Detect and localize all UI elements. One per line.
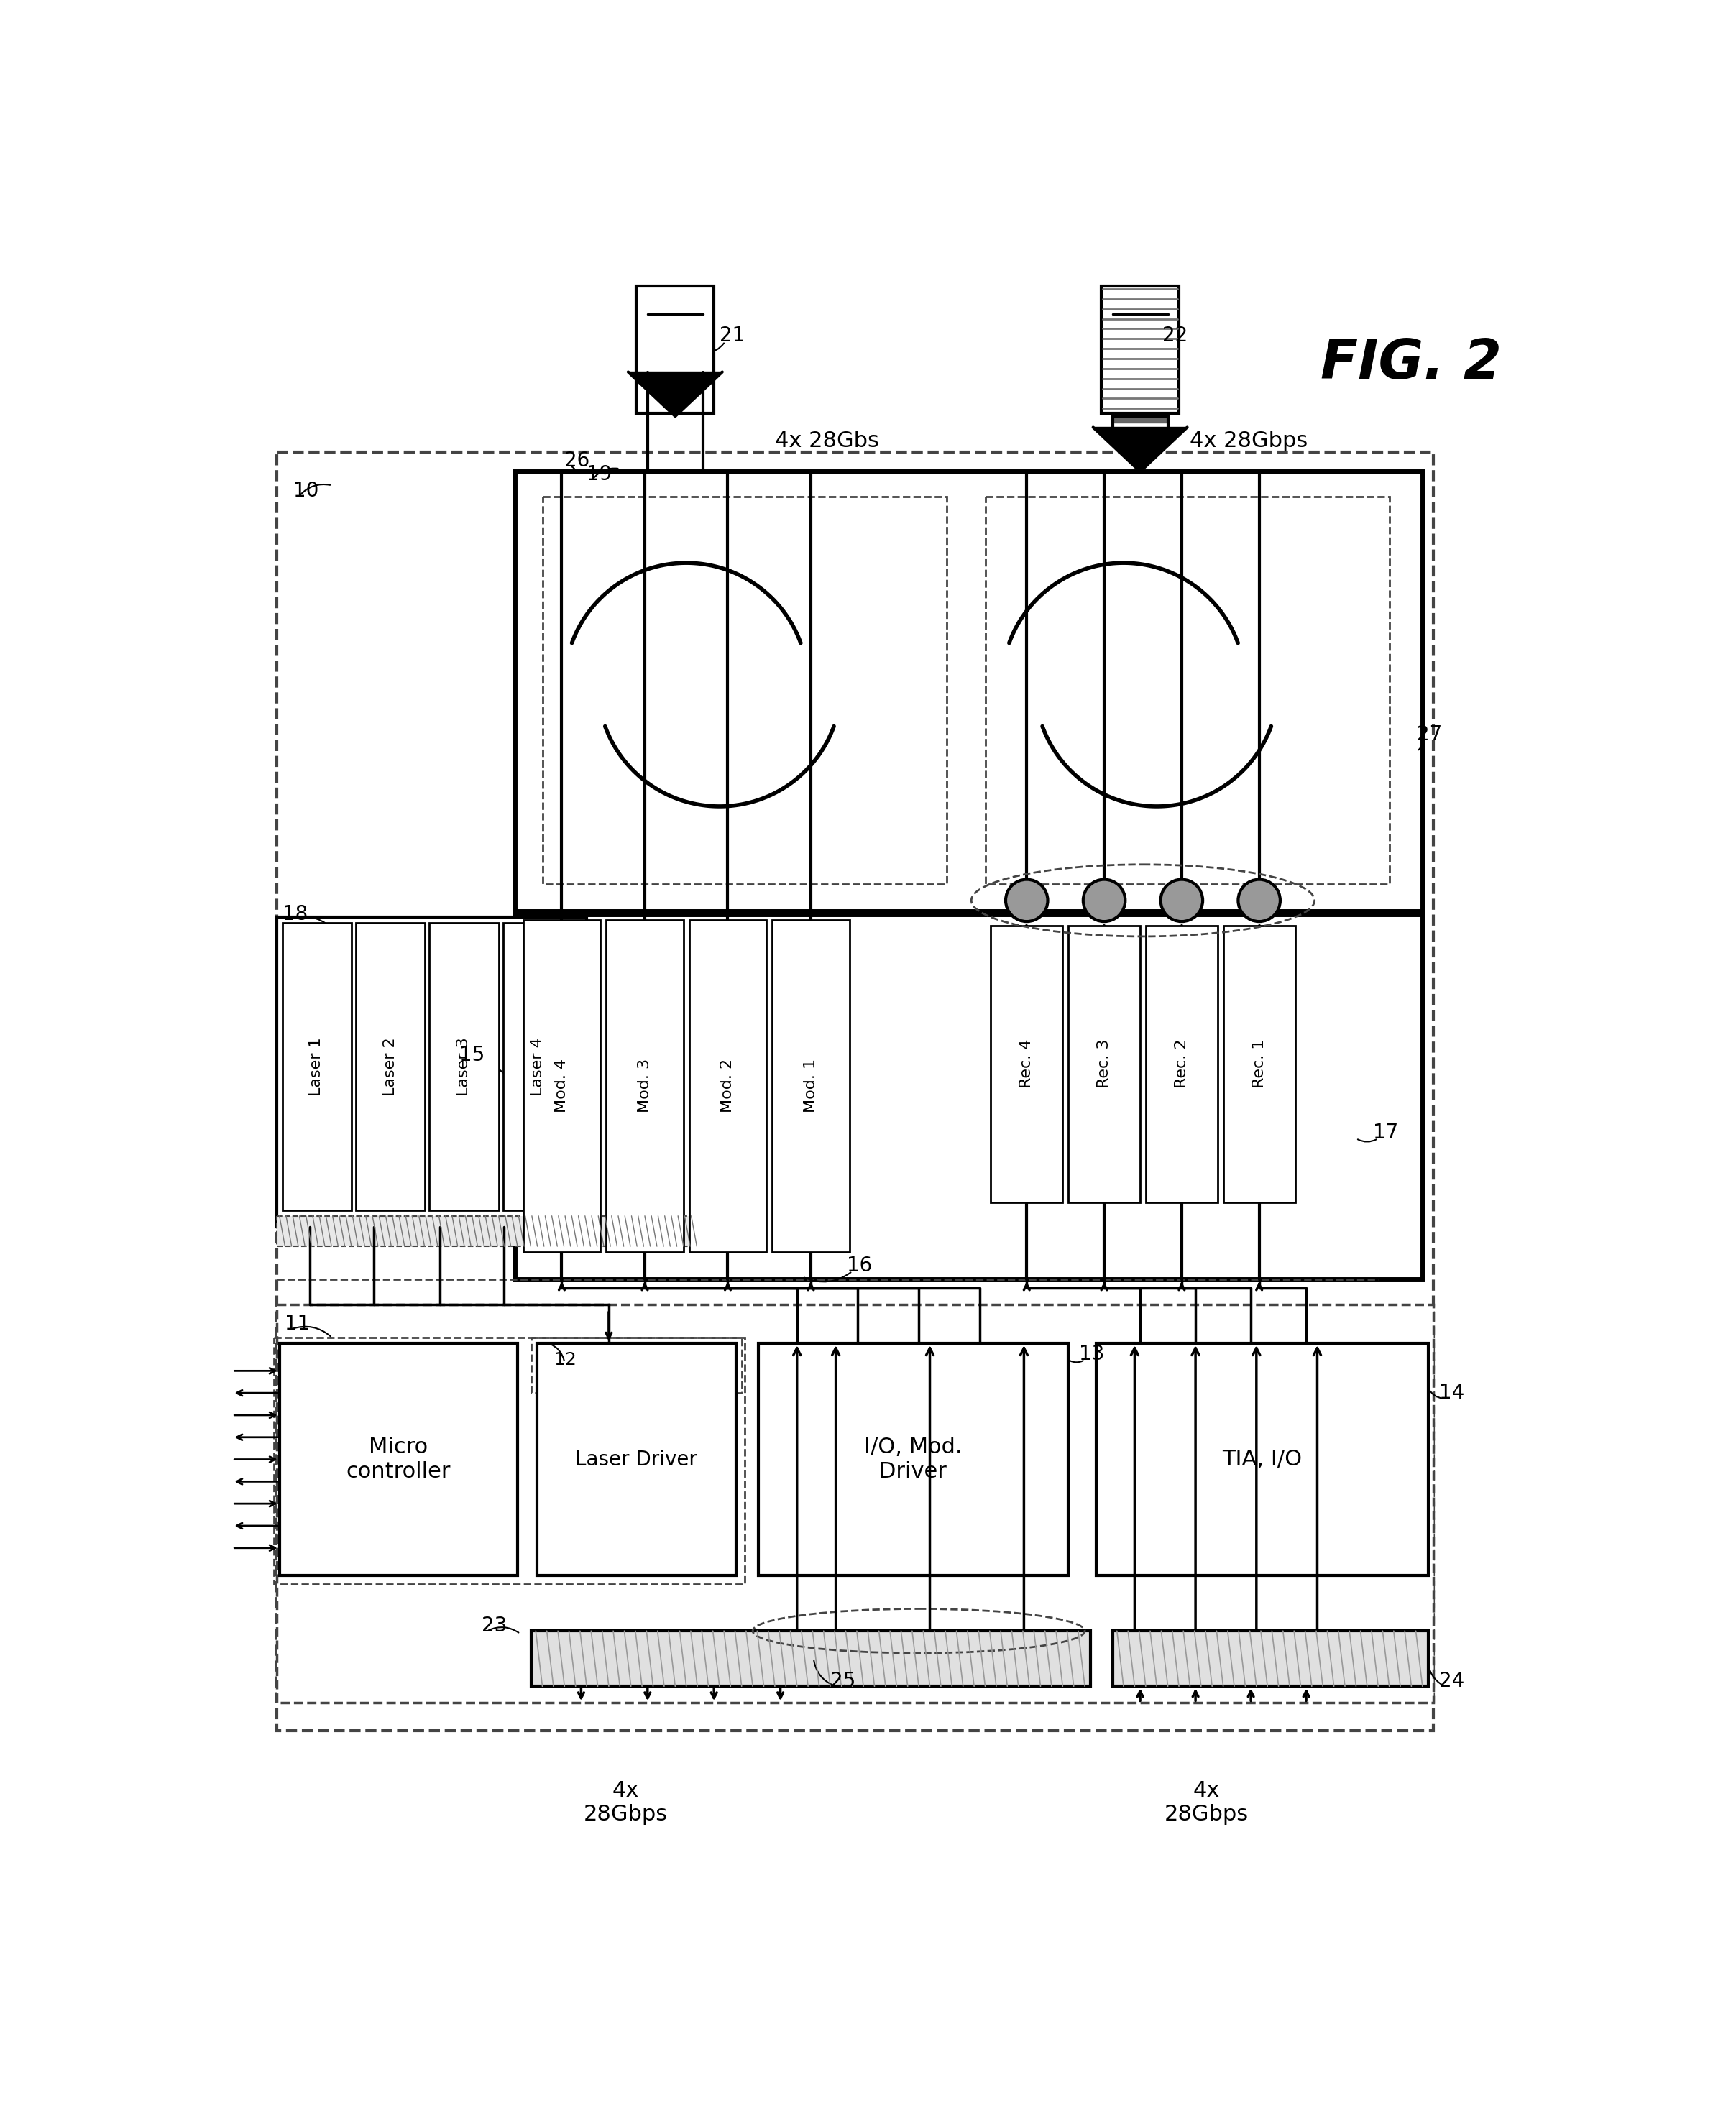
Bar <box>1068 925 1141 1202</box>
Text: 23: 23 <box>481 1615 507 1636</box>
Polygon shape <box>628 371 722 415</box>
Bar <box>283 923 351 1210</box>
Text: 21: 21 <box>719 327 745 346</box>
Text: 25: 25 <box>830 1672 856 1691</box>
Circle shape <box>1161 879 1203 921</box>
Text: Rec. 4: Rec. 4 <box>1019 1039 1035 1088</box>
Bar <box>606 919 684 1252</box>
Text: Rec. 1: Rec. 1 <box>1252 1039 1266 1088</box>
Bar <box>514 472 1422 911</box>
Text: Mod. 1: Mod. 1 <box>804 1058 818 1113</box>
Text: 4x
28Gbps: 4x 28Gbps <box>583 1779 668 1826</box>
Text: 13: 13 <box>1080 1345 1104 1364</box>
Bar <box>429 923 498 1210</box>
Bar <box>356 923 425 1210</box>
Bar <box>523 919 601 1252</box>
Bar <box>773 919 849 1252</box>
Text: Laser 2: Laser 2 <box>384 1037 398 1096</box>
Text: 12: 12 <box>554 1351 576 1368</box>
Text: Laser 4: Laser 4 <box>529 1037 545 1096</box>
Bar <box>1224 925 1295 1202</box>
Text: 10: 10 <box>293 481 319 502</box>
Bar <box>986 497 1389 883</box>
Text: Rec. 2: Rec. 2 <box>1175 1039 1189 1088</box>
Bar <box>759 1343 1068 1575</box>
Text: 17: 17 <box>1373 1124 1397 1143</box>
Circle shape <box>1005 879 1049 921</box>
Text: 27: 27 <box>1417 725 1443 744</box>
Bar <box>279 1343 517 1575</box>
Bar <box>276 917 587 1227</box>
Text: 19: 19 <box>587 464 613 485</box>
Circle shape <box>1083 879 1125 921</box>
Bar <box>542 497 946 883</box>
Text: I/O, Mod.
Driver: I/O, Mod. Driver <box>865 1438 962 1482</box>
Text: 4x 28Gbps: 4x 28Gbps <box>1189 430 1307 451</box>
Text: 11: 11 <box>285 1313 311 1334</box>
Bar <box>514 915 1422 1280</box>
Text: Micro
controller: Micro controller <box>345 1438 451 1482</box>
Bar <box>1095 1343 1429 1575</box>
Bar <box>276 453 1434 1731</box>
Bar <box>536 1343 736 1575</box>
Bar <box>689 919 767 1252</box>
Text: 22: 22 <box>1163 327 1187 346</box>
Text: Mod. 2: Mod. 2 <box>720 1058 734 1113</box>
Text: Mod. 3: Mod. 3 <box>637 1058 653 1113</box>
Text: Rec. 3: Rec. 3 <box>1097 1039 1111 1088</box>
Circle shape <box>1238 879 1279 921</box>
Text: 15: 15 <box>460 1046 484 1065</box>
Polygon shape <box>1094 428 1187 472</box>
Text: Mod. 4: Mod. 4 <box>554 1058 569 1113</box>
Bar <box>637 287 713 413</box>
Text: FIG. 2: FIG. 2 <box>1321 337 1502 390</box>
Text: Laser 3: Laser 3 <box>457 1037 470 1096</box>
Text: Laser Driver: Laser Driver <box>575 1450 698 1469</box>
Bar <box>276 1216 698 1246</box>
Bar <box>274 1339 745 1583</box>
Bar <box>1101 287 1179 413</box>
Bar <box>991 925 1062 1202</box>
Text: 18: 18 <box>283 904 307 923</box>
Text: 24: 24 <box>1439 1672 1465 1691</box>
Text: Laser 1: Laser 1 <box>309 1037 323 1096</box>
Bar <box>531 1632 1090 1686</box>
Text: TIA, I/O: TIA, I/O <box>1222 1448 1302 1469</box>
Text: 4x
28Gbps: 4x 28Gbps <box>1165 1779 1248 1826</box>
Bar <box>531 1339 741 1393</box>
Bar <box>1146 925 1217 1202</box>
Text: 16: 16 <box>847 1256 871 1275</box>
Text: 26: 26 <box>564 451 590 470</box>
Text: 4x 28Gbs: 4x 28Gbs <box>774 430 878 451</box>
Bar <box>1113 1632 1429 1686</box>
Bar <box>276 1305 1434 1703</box>
Text: 14: 14 <box>1439 1383 1465 1404</box>
Bar <box>503 923 573 1210</box>
